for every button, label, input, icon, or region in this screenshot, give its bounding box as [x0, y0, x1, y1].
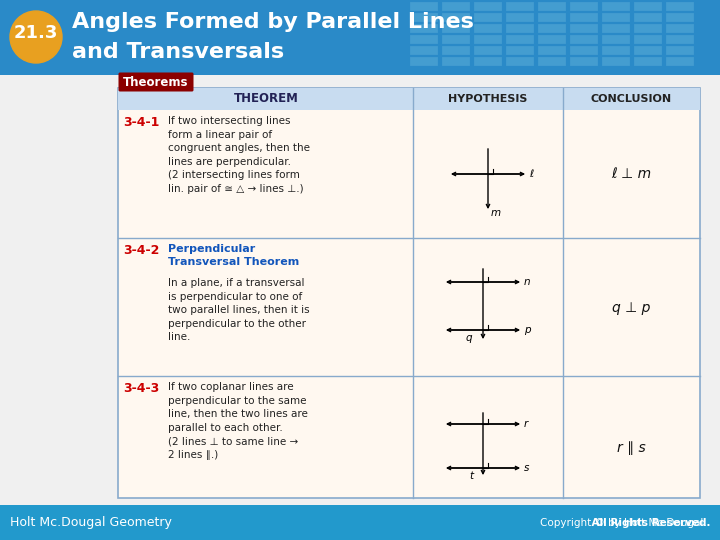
FancyBboxPatch shape	[538, 46, 566, 55]
Text: HYPOTHESIS: HYPOTHESIS	[449, 94, 528, 104]
FancyBboxPatch shape	[666, 2, 694, 11]
FancyBboxPatch shape	[410, 57, 438, 66]
Text: All Rights Reserved.: All Rights Reserved.	[490, 518, 710, 528]
FancyBboxPatch shape	[634, 35, 662, 44]
Text: r ∥ s: r ∥ s	[617, 441, 646, 455]
FancyBboxPatch shape	[506, 2, 534, 11]
FancyBboxPatch shape	[0, 75, 720, 540]
FancyBboxPatch shape	[506, 24, 534, 33]
Text: In a plane, if a transversal
is perpendicular to one of
two parallel lines, then: In a plane, if a transversal is perpendi…	[168, 278, 310, 342]
Text: 3-4-3: 3-4-3	[123, 382, 159, 395]
FancyBboxPatch shape	[602, 46, 630, 55]
FancyBboxPatch shape	[410, 13, 438, 22]
FancyBboxPatch shape	[119, 72, 194, 91]
Text: n: n	[524, 277, 531, 287]
FancyBboxPatch shape	[474, 13, 502, 22]
FancyBboxPatch shape	[118, 88, 700, 110]
FancyBboxPatch shape	[666, 46, 694, 55]
FancyBboxPatch shape	[506, 35, 534, 44]
FancyBboxPatch shape	[538, 13, 566, 22]
Text: p: p	[524, 325, 531, 335]
Text: r: r	[524, 419, 528, 429]
FancyBboxPatch shape	[538, 2, 566, 11]
Text: and Transversals: and Transversals	[72, 42, 284, 62]
FancyBboxPatch shape	[602, 35, 630, 44]
FancyBboxPatch shape	[442, 35, 470, 44]
FancyBboxPatch shape	[0, 505, 720, 540]
FancyBboxPatch shape	[570, 13, 598, 22]
FancyBboxPatch shape	[442, 57, 470, 66]
FancyBboxPatch shape	[570, 35, 598, 44]
FancyBboxPatch shape	[634, 46, 662, 55]
Text: q: q	[466, 333, 472, 343]
FancyBboxPatch shape	[538, 35, 566, 44]
Text: ℓ: ℓ	[529, 169, 534, 179]
FancyBboxPatch shape	[410, 2, 438, 11]
FancyBboxPatch shape	[602, 24, 630, 33]
FancyBboxPatch shape	[474, 2, 502, 11]
FancyBboxPatch shape	[634, 2, 662, 11]
FancyBboxPatch shape	[602, 13, 630, 22]
FancyBboxPatch shape	[602, 57, 630, 66]
Text: 3-4-1: 3-4-1	[123, 116, 159, 129]
Circle shape	[10, 11, 62, 63]
Text: s: s	[524, 463, 529, 473]
Text: 3-4-2: 3-4-2	[123, 244, 159, 257]
Text: Theorems: Theorems	[123, 76, 189, 89]
Text: Holt Mc.Dougal Geometry: Holt Mc.Dougal Geometry	[10, 516, 172, 529]
Text: q ⊥ p: q ⊥ p	[612, 301, 651, 315]
FancyBboxPatch shape	[474, 46, 502, 55]
FancyBboxPatch shape	[666, 24, 694, 33]
FancyBboxPatch shape	[570, 57, 598, 66]
FancyBboxPatch shape	[538, 24, 566, 33]
FancyBboxPatch shape	[570, 2, 598, 11]
FancyBboxPatch shape	[410, 24, 438, 33]
FancyBboxPatch shape	[666, 57, 694, 66]
Text: Copyright © by Holt Mc Dougal.: Copyright © by Holt Mc Dougal.	[540, 517, 710, 528]
FancyBboxPatch shape	[666, 35, 694, 44]
FancyBboxPatch shape	[538, 57, 566, 66]
FancyBboxPatch shape	[118, 88, 700, 498]
FancyBboxPatch shape	[410, 35, 438, 44]
FancyBboxPatch shape	[602, 2, 630, 11]
FancyBboxPatch shape	[634, 24, 662, 33]
Text: Angles Formed by Parallel Lines: Angles Formed by Parallel Lines	[72, 12, 474, 32]
FancyBboxPatch shape	[442, 46, 470, 55]
FancyBboxPatch shape	[474, 35, 502, 44]
Text: THEOREM: THEOREM	[233, 92, 298, 105]
Text: m: m	[491, 208, 501, 218]
Text: Perpendicular
Transversal Theorem: Perpendicular Transversal Theorem	[168, 244, 300, 267]
FancyBboxPatch shape	[634, 57, 662, 66]
FancyBboxPatch shape	[506, 13, 534, 22]
FancyBboxPatch shape	[506, 57, 534, 66]
FancyBboxPatch shape	[474, 57, 502, 66]
Text: If two intersecting lines
form a linear pair of
congruent angles, then the
lines: If two intersecting lines form a linear …	[168, 116, 310, 194]
Text: If two coplanar lines are
perpendicular to the same
line, then the two lines are: If two coplanar lines are perpendicular …	[168, 382, 308, 460]
Text: CONCLUSION: CONCLUSION	[591, 94, 672, 104]
FancyBboxPatch shape	[442, 24, 470, 33]
FancyBboxPatch shape	[0, 0, 720, 75]
FancyBboxPatch shape	[442, 13, 470, 22]
FancyBboxPatch shape	[474, 24, 502, 33]
FancyBboxPatch shape	[570, 24, 598, 33]
Text: ℓ ⊥ m: ℓ ⊥ m	[611, 167, 652, 181]
FancyBboxPatch shape	[634, 13, 662, 22]
FancyBboxPatch shape	[410, 46, 438, 55]
Text: t: t	[469, 471, 473, 481]
Text: 21.3: 21.3	[14, 24, 58, 42]
FancyBboxPatch shape	[666, 13, 694, 22]
FancyBboxPatch shape	[570, 46, 598, 55]
FancyBboxPatch shape	[442, 2, 470, 11]
FancyBboxPatch shape	[506, 46, 534, 55]
